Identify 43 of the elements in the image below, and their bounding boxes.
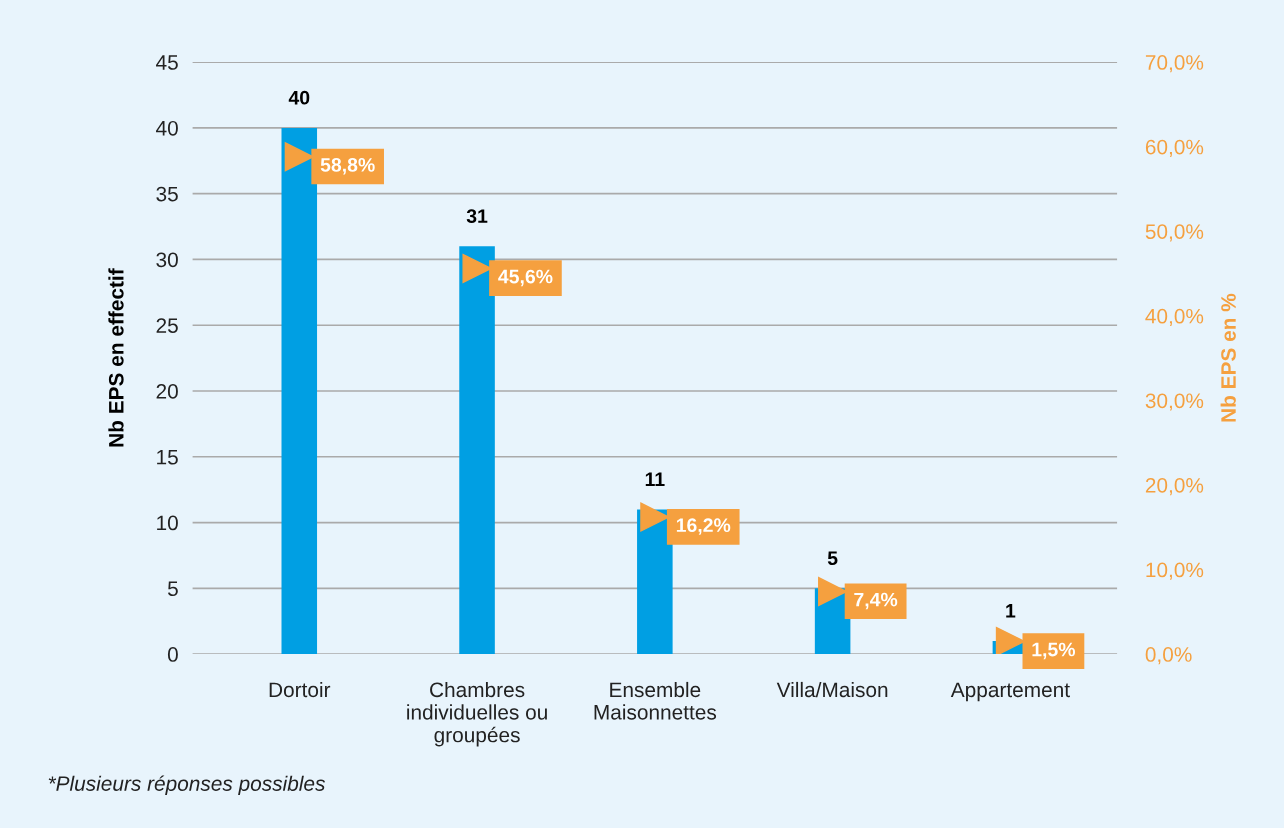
- y2-tick-label: 60,0%: [1145, 139, 1204, 157]
- y-tick-label: 0: [167, 647, 178, 662]
- x-tick-label: Ensemble Maisonnettes: [594, 681, 717, 720]
- point: [284, 142, 314, 172]
- bar: [281, 127, 318, 655]
- x-tick-label: Villa/Maison: [776, 681, 888, 698]
- data-label: 1,5%: [1032, 642, 1076, 660]
- data-label: 11: [645, 472, 665, 486]
- y-tick-label: 10: [157, 515, 178, 531]
- bar: [459, 246, 495, 655]
- y2-tick-label: 10,0%: [1146, 562, 1204, 580]
- y2-tick-label: 20,0%: [1145, 477, 1204, 496]
- x-tick-label: Dortoir: [269, 681, 331, 698]
- y2-tick-label: 0,0%: [1145, 647, 1192, 665]
- data-label: 40: [288, 90, 310, 105]
- y-tick-label: 30: [156, 252, 178, 268]
- point: [462, 253, 492, 284]
- data-label: 45,6%: [498, 269, 553, 287]
- y2-tick-label: 70,0%: [1145, 55, 1204, 73]
- point: [818, 576, 848, 607]
- data-label: 5: [827, 551, 838, 566]
- point: [640, 502, 670, 532]
- y-tick-label: 15: [157, 450, 178, 465]
- data-label: 16,2%: [676, 518, 731, 535]
- y-tick-label: 5: [167, 581, 178, 597]
- y-tick-label: 40: [156, 120, 178, 136]
- y-tick-label: 25: [156, 318, 178, 333]
- data-label: 58,8%: [320, 158, 375, 175]
- x-tick-label: Chambres individuelles ou groupées: [407, 681, 547, 747]
- y2-tick-label: 50,0%: [1145, 224, 1204, 242]
- y-tick-label: 35: [156, 186, 178, 202]
- data-label: 7,4%: [854, 592, 898, 610]
- y-tick-label: 20: [156, 384, 178, 399]
- x-tick-label: Appartement: [950, 682, 1070, 702]
- y2-tick-label: 40,0%: [1145, 308, 1204, 327]
- y2-tick-label: 30,0%: [1145, 393, 1204, 411]
- y-tick-label: 45: [156, 55, 178, 70]
- data-label: 31: [466, 209, 488, 224]
- y2-axis-title: Nb EPS en %: [1220, 293, 1236, 422]
- point: [995, 626, 1025, 655]
- data-label: 1: [1006, 604, 1016, 618]
- y-axis-title: Nb EPS en effectif: [108, 268, 124, 447]
- text: *Plusieurs réponses possibles: [48, 775, 326, 796]
